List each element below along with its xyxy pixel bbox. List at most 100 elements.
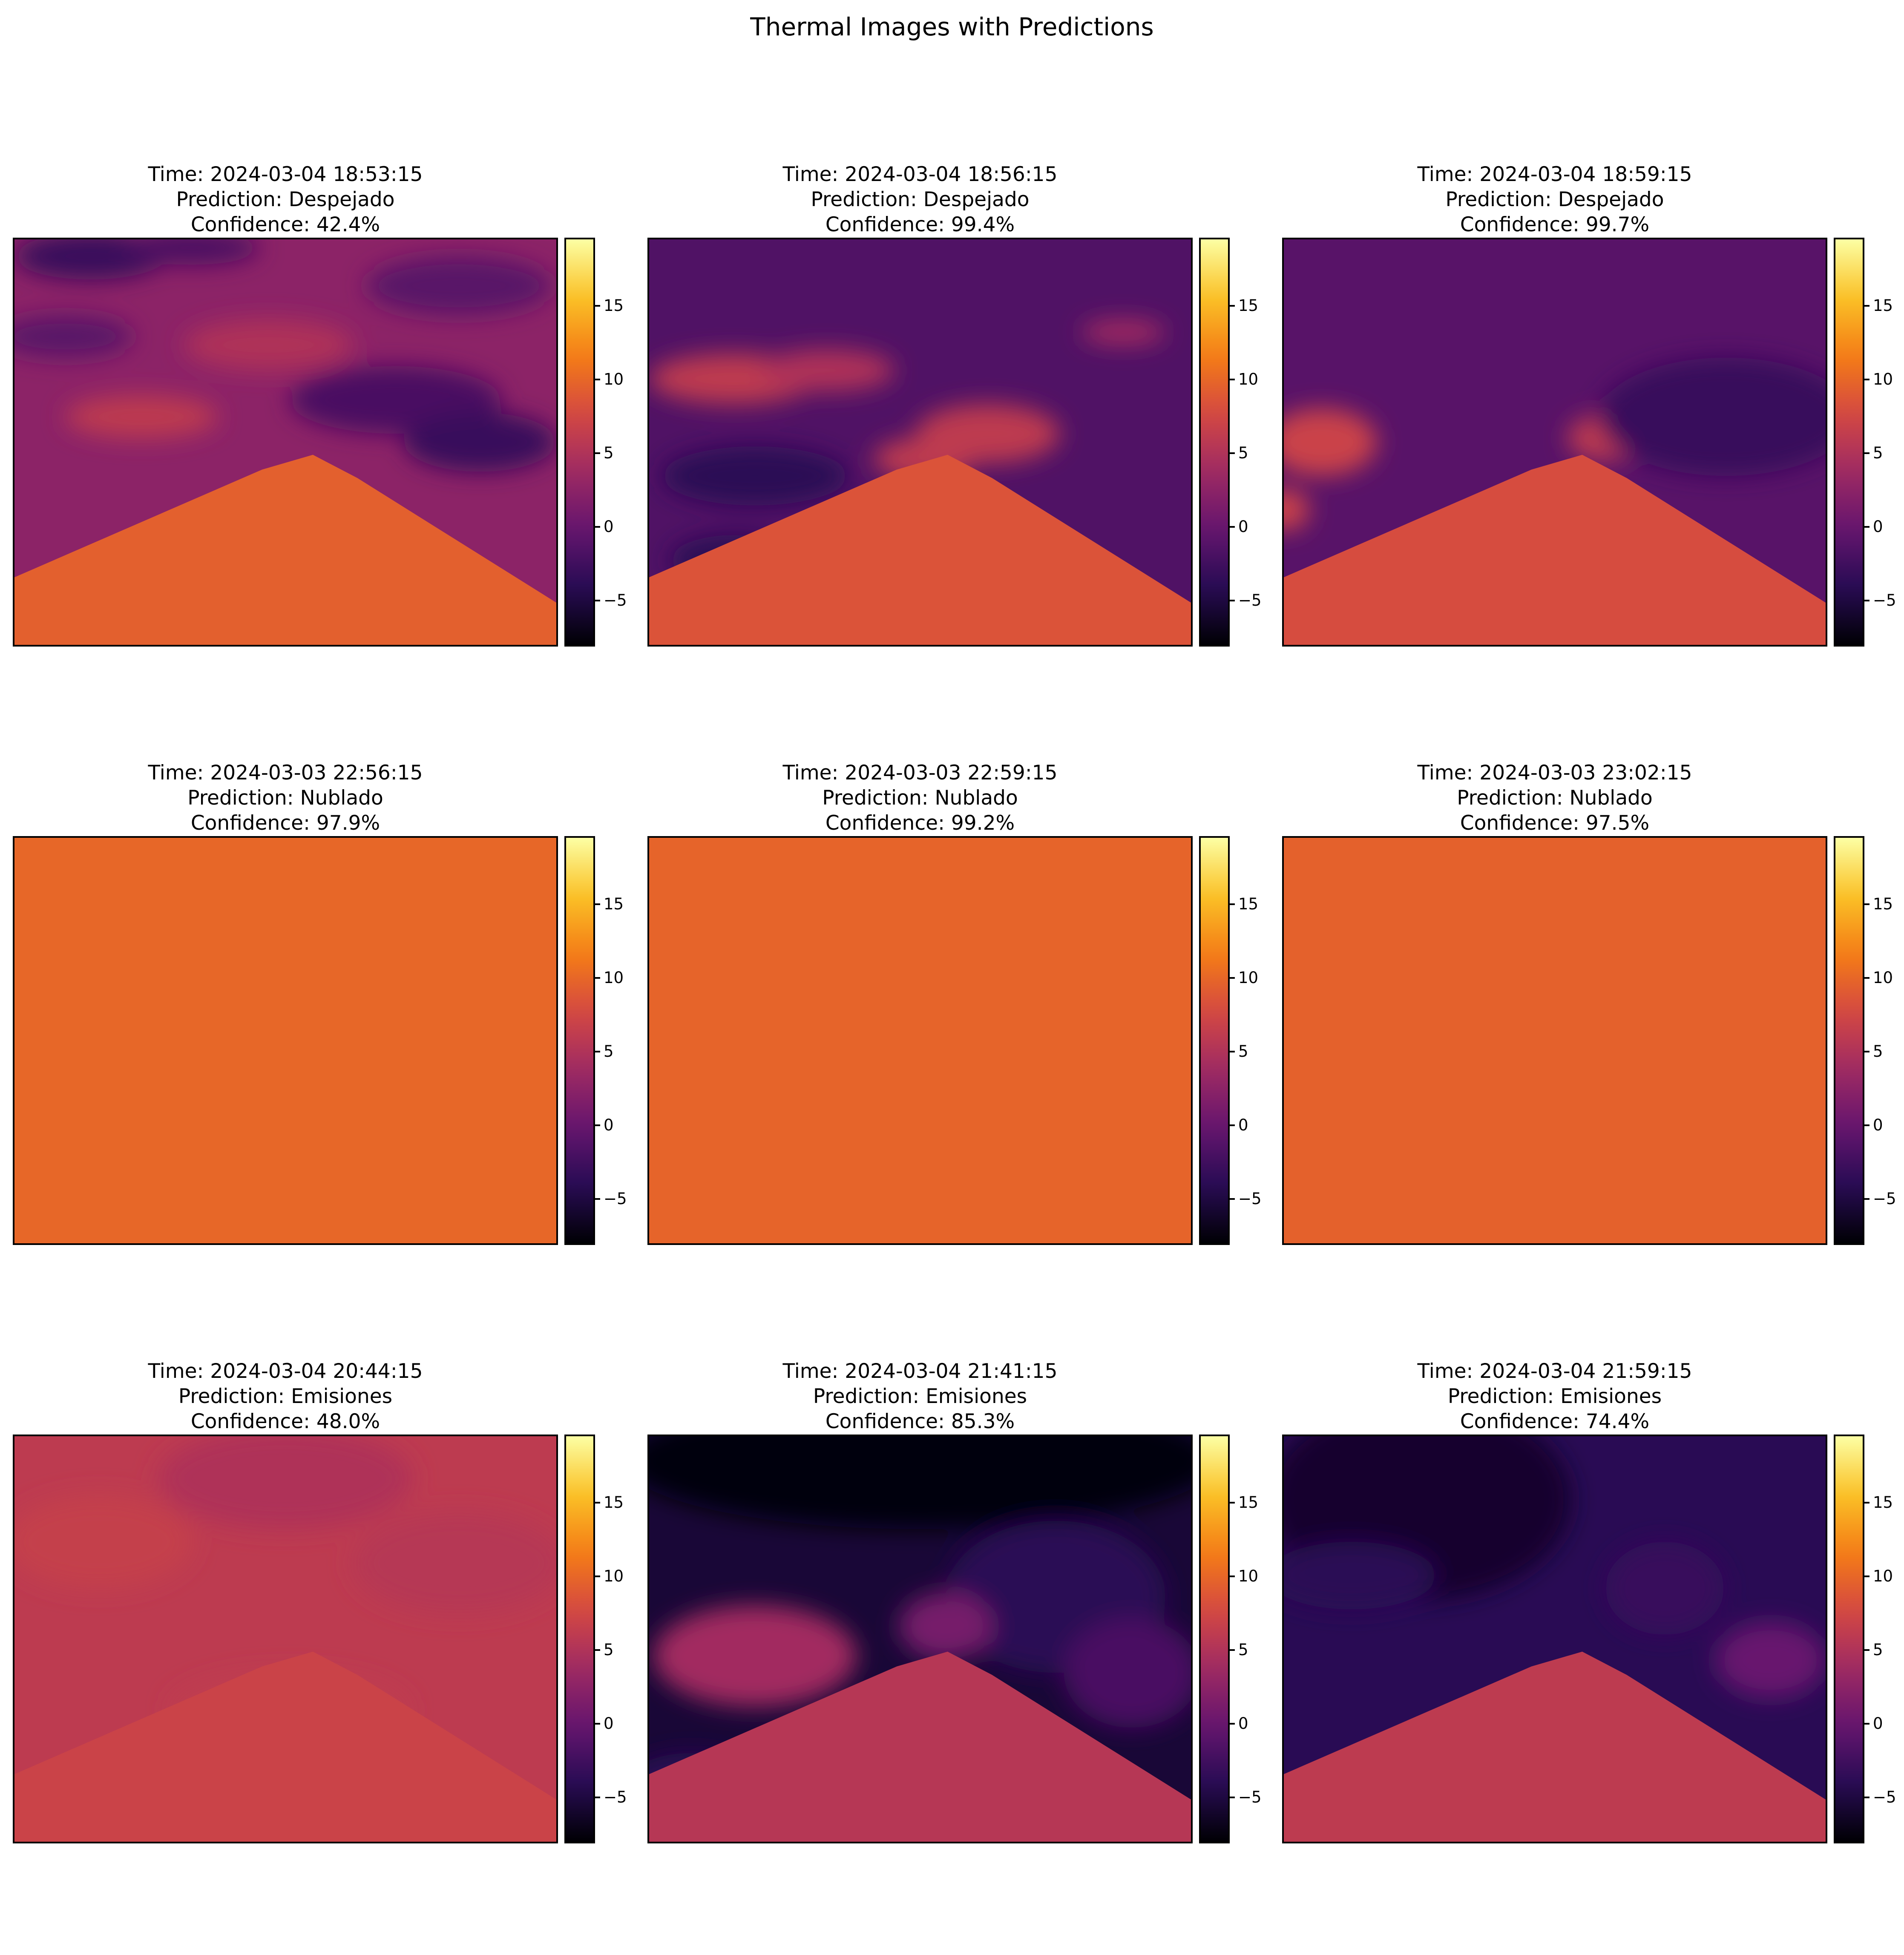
thermal-image (647, 836, 1193, 1245)
cloud-region (1715, 1622, 1826, 1698)
colorbar-tick (1864, 1501, 1869, 1504)
cloud-region (649, 1436, 1191, 1530)
thermal-image (1282, 836, 1827, 1245)
colorbar-tick (1864, 1797, 1869, 1799)
cloud-region (14, 315, 133, 358)
time-label: Time: 2024-03-03 22:59:15 (782, 761, 1058, 785)
cloud-region (759, 349, 895, 391)
colorbar-tick (1230, 1575, 1235, 1577)
confidence-label: Confidence: 97.9% (190, 811, 380, 835)
colorbar-tick-label: 5 (1238, 1042, 1248, 1061)
colorbar-tick-label: 15 (1873, 296, 1893, 315)
colorbar-tick-label: 0 (1238, 1714, 1248, 1733)
colorbar-tick-label: 15 (1238, 1493, 1259, 1512)
colorbar-tick (1864, 305, 1869, 307)
colorbar-tick (1230, 378, 1235, 380)
colorbar-tick (595, 1723, 600, 1725)
colorbar-tick (1864, 1198, 1869, 1200)
thermal-image (647, 1435, 1193, 1843)
colorbar-gradient (566, 838, 593, 1243)
colorbar-tick (595, 903, 600, 905)
time-label: Time: 2024-03-04 18:53:15 (148, 163, 423, 186)
colorbar-tick (595, 1649, 600, 1651)
thermal-heatmap-svg (1284, 838, 1826, 1243)
colorbar-tick (1864, 378, 1869, 380)
colorbar-tick-label: 0 (604, 1116, 614, 1135)
thermal-heatmap-svg (1284, 1436, 1826, 1842)
colorbar-tick-label: 10 (1873, 968, 1893, 987)
colorbar-tick (595, 977, 600, 979)
colorbar-tick (1230, 452, 1235, 454)
colorbar-tick-label: 5 (604, 1042, 614, 1061)
thermal-panel: Time: 2024-03-03 23:02:15 Prediction: Nub… (1282, 760, 1904, 1357)
panel-title: Time: 2024-03-04 21:59:15 Prediction: Emi… (1282, 1359, 1827, 1434)
colorbar-tick-label: 5 (604, 1640, 614, 1659)
colorbar: 15 10 5 0 −5 (564, 238, 627, 647)
colorbar-tick-label: 10 (604, 370, 624, 388)
colorbar-tick-label: 5 (1873, 1640, 1883, 1659)
confidence-label: Confidence: 99.4% (825, 213, 1015, 236)
cloud-region (1599, 357, 1826, 476)
colorbar-tick (1864, 600, 1869, 602)
colorbar: 15 10 5 0 −5 (1834, 238, 1896, 647)
colorbar-tick-label: 0 (1873, 518, 1883, 536)
thermal-heatmap-svg (14, 239, 556, 645)
colorbar-tick (1864, 1649, 1869, 1651)
colorbar-tick-label: 10 (1238, 968, 1259, 987)
colorbar-tick (1864, 452, 1869, 454)
colorbar-tick (595, 1501, 600, 1504)
prediction-label: Prediction: Despejado (1445, 188, 1664, 211)
cloud-region (899, 1592, 992, 1660)
colorbar-tick-label: 0 (1238, 518, 1248, 536)
cloud-region (1284, 489, 1309, 531)
confidence-label: Confidence: 99.2% (825, 811, 1015, 835)
thermal-image (13, 1435, 558, 1843)
confidence-label: Confidence: 74.4% (1460, 1410, 1650, 1433)
colorbar-gradient (1201, 838, 1228, 1243)
time-label: Time: 2024-03-03 23:02:15 (1417, 761, 1692, 785)
thermal-heatmap-svg (649, 239, 1191, 645)
confidence-label: Confidence: 48.0% (190, 1410, 380, 1433)
thermal-panel: Time: 2024-03-04 20:44:15 Prediction: Emi… (13, 1359, 647, 1955)
cloud-region (353, 1512, 556, 1614)
sky-region (649, 838, 1191, 1243)
colorbar: 15 10 5 0 −5 (564, 1435, 627, 1843)
colorbar-tick (1230, 1124, 1235, 1127)
volcano-region (649, 1651, 1191, 1842)
cloud-region (14, 1495, 193, 1588)
time-label: Time: 2024-03-04 21:59:15 (1417, 1360, 1692, 1383)
colorbar: 15 10 5 0 −5 (1834, 1435, 1896, 1843)
colorbar-tick-label: 0 (1873, 1714, 1883, 1733)
colorbar-tick-label: 10 (1238, 1567, 1259, 1585)
thermal-panel: Time: 2024-03-04 21:59:15 Prediction: Emi… (1282, 1359, 1904, 1955)
colorbar-tick-label: 15 (604, 1493, 624, 1512)
cloud-region (158, 1436, 413, 1530)
cloud-region (1284, 1541, 1436, 1610)
colorbar-tick (595, 305, 600, 307)
cloud-region (184, 319, 353, 371)
thermal-heatmap-svg (14, 1436, 556, 1842)
colorbar: 15 10 5 0 −5 (1199, 1435, 1262, 1843)
prediction-label: Prediction: Nublado (822, 786, 1018, 810)
panel-title: Time: 2024-03-04 18:59:15 Prediction: Des… (1282, 162, 1827, 237)
colorbar-tick (595, 1575, 600, 1577)
time-label: Time: 2024-03-04 18:59:15 (1417, 163, 1692, 186)
time-label: Time: 2024-03-03 22:56:15 (148, 761, 423, 785)
colorbar-tick (595, 1050, 600, 1052)
colorbar-tick-label: 0 (1238, 1116, 1248, 1135)
colorbar-tick (1230, 1649, 1235, 1651)
colorbar-tick (1864, 903, 1869, 905)
panel-title: Time: 2024-03-03 23:02:15 Prediction: Nub… (1282, 760, 1827, 836)
colorbar-tick (1230, 1501, 1235, 1504)
colorbar-tick-label: −5 (1873, 1190, 1896, 1208)
colorbar-tick (595, 1198, 600, 1200)
confidence-label: Confidence: 85.3% (825, 1410, 1015, 1433)
colorbar-tick (1230, 526, 1235, 528)
thermal-heatmap-svg (14, 838, 556, 1243)
colorbar-tick (595, 526, 600, 528)
colorbar-tick-label: −5 (1238, 1190, 1262, 1208)
colorbar-gradient (1201, 239, 1228, 645)
cloud-region (124, 239, 260, 265)
colorbar-tick-label: 15 (1873, 894, 1893, 913)
thermal-image (647, 238, 1193, 647)
